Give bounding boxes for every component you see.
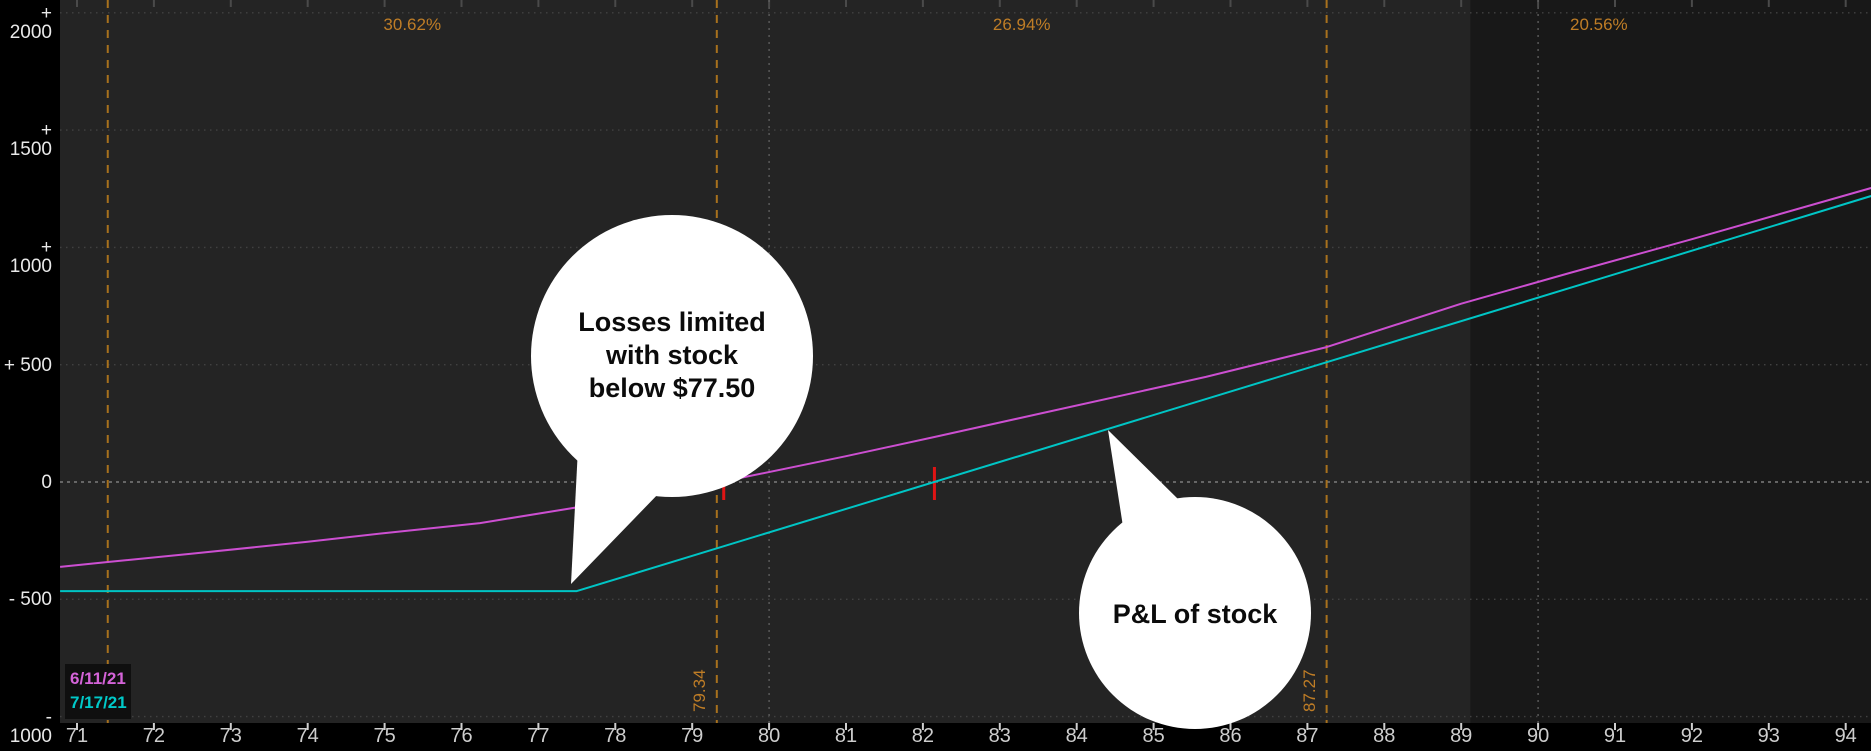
callout-losses-limited: Losses limited with stock below $77.50 <box>522 306 822 405</box>
x-axis-label: 93 <box>1757 725 1780 747</box>
callout-pnl-of-stock: P&L of stock <box>1045 598 1345 631</box>
x-axis-label: 71 <box>65 725 89 747</box>
speech-bubble-pnl-of-stock <box>1079 497 1311 729</box>
probability-label: 20.56% <box>1570 15 1628 34</box>
x-axis-label: 79 <box>681 725 704 747</box>
x-axis-label: 85 <box>1142 725 1165 747</box>
legend: 6/11/21 7/17/21 <box>65 664 131 719</box>
x-axis-label: 83 <box>988 725 1011 747</box>
probability-label: 30.62% <box>383 15 442 34</box>
x-axis-label: 77 <box>527 725 550 747</box>
x-axis-label: 87 <box>1296 725 1319 747</box>
x-axis-label: 75 <box>373 725 396 747</box>
x-axis-label: 74 <box>296 725 319 747</box>
x-axis-label: 72 <box>142 725 166 747</box>
pnl-line-current-date <box>59 187 1871 568</box>
callout-line: Losses limited <box>578 307 766 337</box>
x-axis-label: 76 <box>450 725 473 747</box>
callout-line: below $77.50 <box>588 373 756 403</box>
y-axis-strip <box>0 0 60 751</box>
x-axis-label: 81 <box>834 725 858 747</box>
callout-line: P&L of stock <box>1112 599 1278 629</box>
x-axis-label: 90 <box>1526 725 1550 747</box>
x-axis-label: 86 <box>1219 725 1242 747</box>
std-dev-price-label: 87.27 <box>1299 669 1319 712</box>
x-axis-label: 82 <box>911 725 935 747</box>
x-axis-label: 94 <box>1834 725 1857 747</box>
legend-item-expiration-date[interactable]: 7/17/21 <box>70 693 127 712</box>
x-axis-label: 84 <box>1065 725 1088 747</box>
legend-item-front-date[interactable]: 6/11/21 <box>70 669 126 688</box>
y-axis-label: + 2000 <box>9 2 52 43</box>
y-axis-label: - 500 <box>8 589 52 611</box>
x-axis-label: 78 <box>604 725 627 747</box>
speech-bubble-losses-limited <box>531 215 813 497</box>
x-axis-label: 89 <box>1450 725 1473 747</box>
y-axis-label: 0 <box>41 472 52 493</box>
y-axis-label: - 1000 <box>9 706 52 747</box>
shaded-region <box>1470 0 1871 723</box>
x-axis-label: 91 <box>1603 725 1627 747</box>
pnl-line-expiration <box>60 195 1871 593</box>
x-axis-label: 80 <box>757 725 781 747</box>
y-axis-label: + 1500 <box>9 120 52 161</box>
x-axis-label: 73 <box>219 725 242 747</box>
x-axis-label: 88 <box>1373 725 1396 747</box>
y-axis-label: + 1000 <box>9 237 52 278</box>
callout-line: with stock <box>605 340 739 370</box>
y-axis-label: + 500 <box>3 354 52 376</box>
probability-label: 26.94% <box>992 15 1051 34</box>
x-axis-label: 92 <box>1680 725 1704 747</box>
std-dev-price-label: 79.34 <box>689 669 709 712</box>
x-axis-strip <box>0 723 1871 751</box>
